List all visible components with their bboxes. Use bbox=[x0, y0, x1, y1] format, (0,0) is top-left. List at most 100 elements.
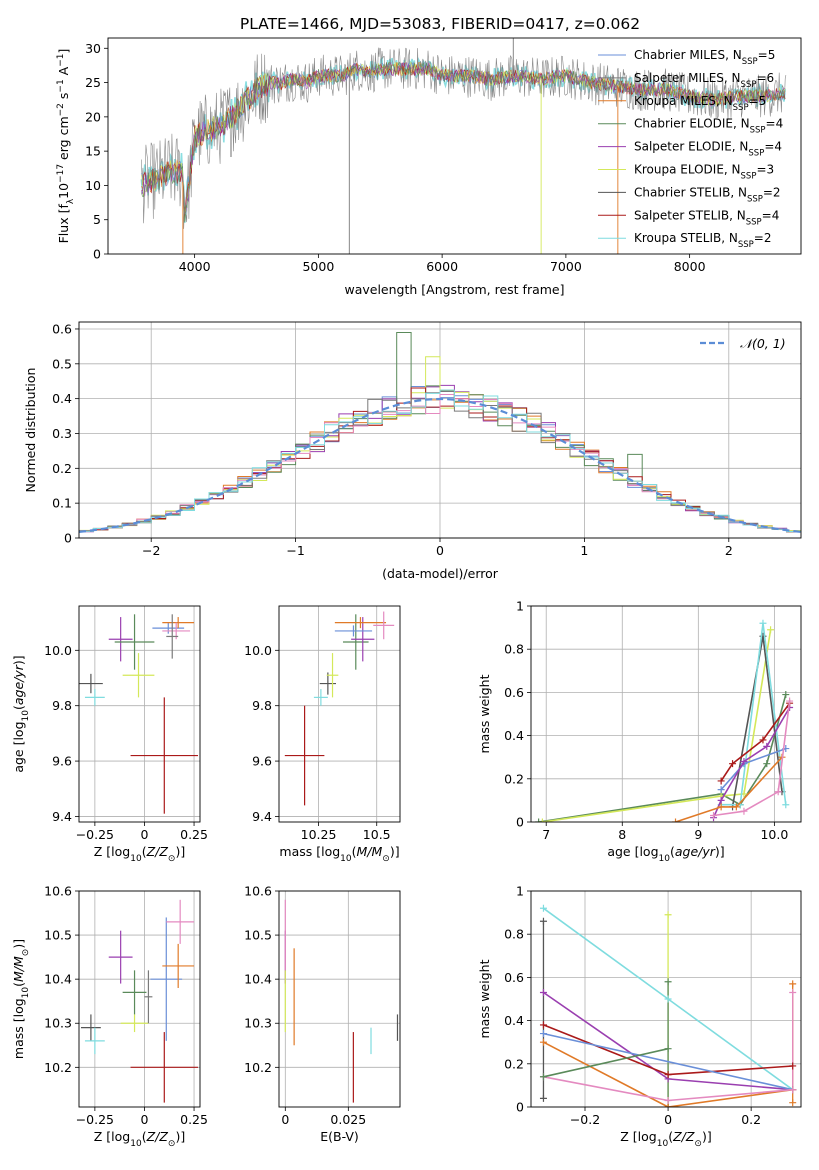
weight-series bbox=[543, 1032, 793, 1091]
axes-frame: 7 8 9 10.0 0 0.2 0.4 0.6 0.8 1 bbox=[504, 599, 802, 842]
x-tick-label: 6000 bbox=[426, 259, 458, 274]
panel-mass_age: 10.25 10.5 9.4 9.6 9.8 10.0 mass [log10(M/M⊙)] bbox=[244, 605, 401, 864]
errorbar-point bbox=[284, 705, 325, 806]
plus-marker bbox=[539, 904, 547, 912]
label-part: 10 bbox=[56, 183, 71, 199]
errorbar-point bbox=[80, 1014, 101, 1041]
legend-text: Kroupa STELIB, N bbox=[634, 231, 738, 245]
label-part: mass [log bbox=[11, 998, 26, 1059]
label-part: A bbox=[56, 66, 71, 79]
plus-marker bbox=[664, 1045, 672, 1053]
y-tick-label: 10.3 bbox=[244, 1016, 272, 1031]
panels: 4000 5000 6000 7000 8000051015202530waveleng… bbox=[11, 37, 802, 1149]
plus-marker bbox=[539, 1094, 547, 1102]
figure-title: PLATE=1466, MJD=53083, FIBERID=0417, z=0… bbox=[240, 15, 640, 33]
plus-marker bbox=[539, 989, 547, 997]
y-tick-label: 10.2 bbox=[44, 1060, 72, 1075]
y-tick-label: 0.8 bbox=[504, 927, 524, 942]
label-part: Z [log bbox=[620, 1129, 656, 1144]
label-part: ( bbox=[670, 844, 675, 859]
label-part: mass [log bbox=[279, 844, 340, 859]
label-part: )] bbox=[390, 844, 400, 859]
y-axis-label: mass [log10(M/M⊙)] bbox=[11, 939, 31, 1059]
x-tick-label: −0.25 bbox=[76, 1112, 114, 1127]
plus-marker bbox=[740, 807, 748, 815]
x-tick-label: 0 bbox=[281, 1112, 289, 1127]
label-part: 10 bbox=[659, 854, 671, 864]
x-tick-label: 0 bbox=[140, 1112, 148, 1127]
x-tick-label: 0.025 bbox=[330, 1112, 366, 1127]
label-part: Z/Z bbox=[146, 1129, 169, 1144]
plus-marker bbox=[782, 691, 790, 699]
plus-marker bbox=[538, 818, 546, 822]
legend-count: =2 bbox=[754, 231, 772, 245]
label-part: −1 bbox=[56, 54, 66, 67]
legend-count: =4 bbox=[764, 140, 782, 154]
y-tick-label: 0.2 bbox=[52, 461, 72, 476]
plus-marker bbox=[759, 736, 767, 744]
legend-text: Salpeter STELIB, N bbox=[634, 208, 746, 222]
label-part: age [log bbox=[11, 721, 26, 772]
legend-count: =5 bbox=[749, 94, 767, 108]
y-tick-label: 0.3 bbox=[52, 426, 72, 441]
legend-sub: SSP bbox=[741, 172, 757, 182]
legend-sub: SSP bbox=[741, 80, 757, 90]
axes-frame: −0.2 0 0.2 0 0.2 0.4 0.6 0.8 1 bbox=[504, 884, 802, 1127]
y-tick-label: 25 bbox=[85, 75, 101, 90]
axes-frame: −0.25 0 0.25 9.4 9.6 9.8 10.0 bbox=[44, 605, 208, 842]
x-tick-label: −1 bbox=[286, 543, 304, 558]
weight-series bbox=[542, 629, 772, 822]
legend-sub: SSP bbox=[742, 57, 758, 67]
x-tick-label: −0.2 bbox=[570, 1112, 600, 1127]
y-tick-label: 0.5 bbox=[52, 356, 72, 371]
y-tick-label: 1 bbox=[516, 599, 524, 614]
label-part: ( bbox=[142, 844, 147, 859]
y-tick-label: 10.4 bbox=[44, 972, 72, 987]
plus-marker bbox=[789, 1086, 797, 1094]
x-tick-label: 7 bbox=[542, 827, 550, 842]
legend-text: Salpeter MILES, N bbox=[634, 71, 741, 85]
label-part: Z/Z bbox=[146, 844, 169, 859]
panel-spectrum: 4000 5000 6000 7000 8000 0 5 10 15 20 25 30 waveleng… bbox=[56, 37, 802, 297]
spectrum-line bbox=[141, 61, 786, 215]
label-part: age/yr bbox=[675, 844, 716, 859]
x-tick-label: 0.25 bbox=[180, 1112, 208, 1127]
label-part: mass weight bbox=[477, 959, 492, 1038]
y-tick-label: 5 bbox=[93, 212, 101, 227]
y-axis-label: age [log10(age/yr)] bbox=[11, 655, 31, 772]
label-part: λ bbox=[66, 198, 76, 204]
label-part: 10 bbox=[21, 710, 31, 722]
errorbar-point bbox=[79, 673, 103, 694]
panel-z_weight: −0.2 0 0.2 0 0.2 0.4 0.6 0.8 1 Z [log10(Z/Z⊙)] mas… bbox=[477, 884, 802, 1149]
x-axis-label: Z [log10(Z/Z⊙)] bbox=[94, 844, 185, 864]
axes-frame: −0.25 0 0.25 10.2 10.3 10.4 10.5 10.6 bbox=[44, 884, 208, 1128]
plus-marker bbox=[535, 818, 543, 822]
legend-count: =6 bbox=[756, 71, 774, 85]
y-tick-label: 0.2 bbox=[504, 771, 524, 786]
x-tick-label: 0 bbox=[140, 827, 148, 842]
label-part: ⊙ bbox=[21, 949, 31, 957]
legend-entry: Chabrier ELODIE, NSSP=4 bbox=[634, 117, 783, 136]
plot-area bbox=[284, 899, 399, 1103]
x-tick-label: 0 bbox=[436, 543, 444, 558]
plus-marker bbox=[729, 760, 737, 768]
y-axis-label: Normed distribution bbox=[23, 368, 38, 493]
plot-area bbox=[140, 38, 787, 254]
errorbar-point bbox=[144, 970, 153, 1024]
y-axis-label: Flux [fλ10−17 erg cm−2 s−1 A−1] bbox=[56, 49, 76, 244]
y-tick-label: 30 bbox=[85, 41, 101, 56]
y-axis-label: mass weight bbox=[477, 674, 492, 753]
y-tick-label: 0.6 bbox=[504, 970, 524, 985]
plus-marker bbox=[664, 1103, 672, 1107]
legend-text: Salpeter ELODIE, N bbox=[634, 140, 748, 154]
x-tick-label: 8 bbox=[618, 827, 626, 842]
legend-entry: Salpeter ELODIE, NSSP=4 bbox=[634, 140, 782, 159]
legend-text: Chabrier ELODIE, N bbox=[634, 117, 750, 131]
x-tick-label: 10.25 bbox=[301, 827, 337, 842]
plus-marker bbox=[732, 803, 740, 811]
label-part: ( bbox=[11, 982, 26, 987]
errorbar-point bbox=[351, 617, 375, 662]
x-tick-label: 9 bbox=[694, 827, 702, 842]
plus-marker bbox=[717, 803, 725, 811]
label-part: E(B-V) bbox=[320, 1129, 359, 1144]
